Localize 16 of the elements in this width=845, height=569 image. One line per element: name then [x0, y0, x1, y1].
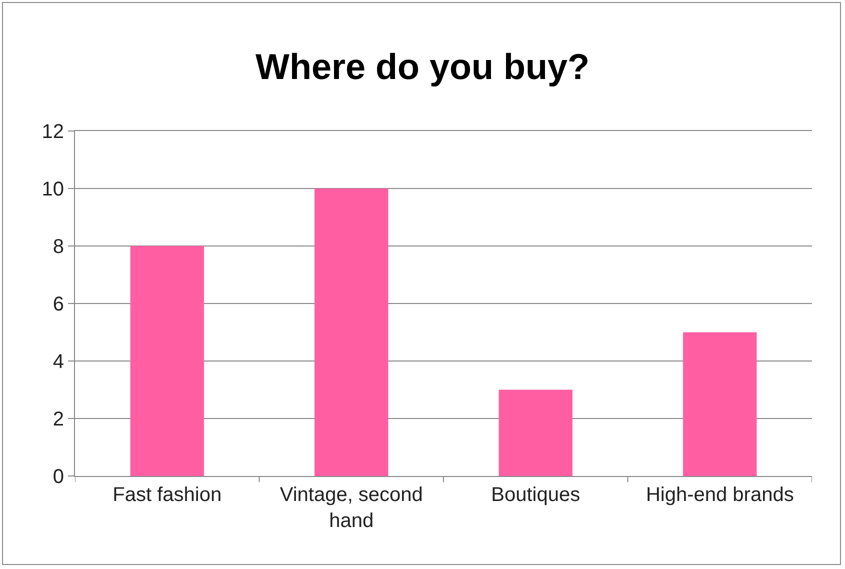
- x-tick-label: High-end brands: [646, 484, 794, 506]
- y-tick-label: 6: [52, 294, 64, 316]
- y-tick-label: 0: [52, 466, 64, 488]
- y-tick-label: 10: [42, 178, 64, 200]
- y-tick-label: 8: [52, 236, 64, 258]
- x-tick-label: Vintage, second hand: [280, 484, 423, 532]
- bar: [314, 188, 388, 476]
- bar: [130, 246, 204, 476]
- chart-title: Where do you buy?: [255, 46, 590, 87]
- x-tick-label: Fast fashion: [112, 484, 222, 506]
- bar: [498, 390, 572, 476]
- y-tick-label: 12: [42, 121, 64, 143]
- y-tick-label: 2: [52, 408, 64, 430]
- x-tick-label: Boutiques: [491, 484, 580, 506]
- y-tick-label: 4: [52, 351, 64, 373]
- bar: [683, 332, 757, 476]
